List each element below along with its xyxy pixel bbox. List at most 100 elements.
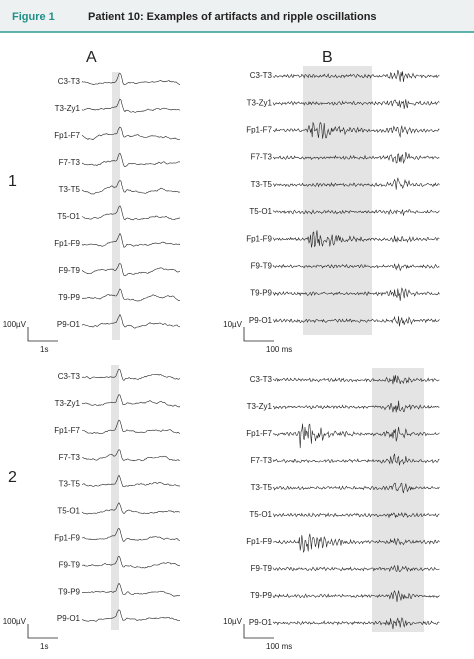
channel-label: T3-T5: [251, 180, 273, 189]
eeg-trace: [81, 527, 181, 542]
highlight-band: [112, 72, 120, 340]
channel-label: Fp1-F9: [54, 534, 80, 543]
amplitude-scale: 10µV: [223, 320, 243, 329]
channel-label: F7-T3: [59, 453, 81, 462]
highlight-band: [372, 368, 424, 632]
eeg-trace: [272, 423, 440, 449]
channel-label: T5-O1: [249, 207, 272, 216]
header-band: [0, 0, 474, 32]
eeg-trace: [272, 209, 440, 216]
channel-label: P9-O1: [57, 320, 81, 329]
eeg-trace: [81, 288, 180, 302]
eeg-trace: [272, 511, 440, 519]
figure-label: Figure 1: [12, 11, 55, 23]
channel-label: Fp1-F9: [246, 537, 272, 546]
channel-label: T9-P9: [58, 587, 80, 596]
eeg-trace: [81, 368, 181, 381]
eeg-trace: [81, 394, 181, 408]
eeg-trace: [81, 474, 181, 487]
eeg-trace: [82, 582, 181, 597]
channel-label: T9-P9: [250, 289, 272, 298]
eeg-trace: [272, 99, 440, 110]
channel-label: Fp1-F7: [54, 131, 80, 140]
eeg-trace: [82, 419, 181, 434]
time-scale: 100 ms: [266, 345, 292, 354]
eeg-trace: [81, 98, 180, 113]
channel-label: T5-O1: [249, 510, 272, 519]
channel-label: Fp1-F7: [246, 126, 272, 135]
eeg-trace: [81, 232, 181, 248]
channel-label: C3-T3: [250, 375, 273, 384]
eeg-trace: [81, 126, 181, 141]
channel-label: Fp1-F7: [246, 429, 272, 438]
eeg-trace: [272, 533, 440, 553]
channel-label: F9-T9: [251, 564, 273, 573]
channel-label: F9-T9: [59, 560, 81, 569]
channel-label: C3-T3: [58, 372, 81, 381]
channel-label: F9-T9: [59, 266, 81, 275]
highlight-band: [303, 66, 372, 335]
channel-label: C3-T3: [58, 77, 81, 86]
eeg-trace: [272, 375, 440, 385]
eeg-trace: [272, 400, 440, 413]
scale-bar: [27, 624, 58, 639]
channel-label: T3-T5: [59, 480, 81, 489]
channel-label: T9-P9: [250, 591, 272, 600]
channel-label: P9-O1: [57, 614, 81, 623]
eeg-trace: [81, 180, 181, 195]
time-scale: 100 ms: [266, 642, 292, 651]
eeg-trace: [272, 482, 440, 494]
channel-label: T3-Zy1: [55, 104, 81, 113]
scale-bar: [27, 327, 58, 342]
time-scale: 1s: [40, 642, 48, 651]
highlight-band: [111, 365, 119, 630]
channel-label: Fp1-F9: [246, 234, 272, 243]
eeg-trace: [272, 564, 440, 573]
eeg-trace: [81, 502, 181, 515]
scale-bar: [243, 327, 274, 342]
eeg-trace: [82, 449, 181, 462]
row-label: 1: [8, 173, 17, 190]
eeg-trace: [272, 230, 440, 248]
column-label: B: [322, 49, 333, 66]
eeg-trace: [272, 453, 440, 466]
eeg-trace: [272, 151, 440, 164]
channel-label: C3-T3: [250, 71, 273, 80]
channel-label: T3-T5: [59, 185, 81, 194]
eeg-trace: [81, 313, 181, 329]
time-scale: 1s: [40, 345, 48, 354]
channel-label: T5-O1: [57, 212, 80, 221]
amplitude-scale: 10µV: [223, 617, 243, 626]
eeg-trace: [81, 555, 181, 569]
eeg-trace: [81, 205, 181, 221]
eeg-trace: [272, 263, 440, 272]
amplitude-scale: 100µV: [3, 617, 27, 626]
eeg-trace: [273, 121, 440, 139]
eeg-trace: [272, 617, 440, 630]
channel-label: F9-T9: [251, 262, 273, 271]
eeg-trace: [272, 70, 440, 83]
eeg-trace: [272, 177, 440, 190]
eeg-trace: [81, 152, 181, 167]
channel-label: F7-T3: [251, 153, 273, 162]
channel-label: Fp1-F7: [54, 426, 80, 435]
row-label: 2: [8, 469, 17, 486]
channel-label: P9-O1: [249, 316, 273, 325]
scale-bar: [243, 624, 274, 639]
channel-label: F7-T3: [251, 456, 273, 465]
eeg-trace: [272, 315, 440, 327]
eeg-trace: [81, 609, 181, 622]
channel-label: Fp1-F9: [54, 239, 80, 248]
channel-label: T3-Zy1: [247, 98, 273, 107]
channel-label: T3-Zy1: [55, 399, 81, 408]
channel-label: T3-T5: [251, 483, 273, 492]
amplitude-scale: 100µV: [3, 320, 27, 329]
column-label: A: [86, 49, 97, 66]
channel-label: P9-O1: [249, 618, 273, 627]
eeg-trace: [272, 287, 440, 301]
channel-label: T5-O1: [57, 507, 80, 516]
figure-title: Patient 10: Examples of artifacts and ri…: [88, 11, 377, 23]
eeg-trace: [272, 590, 440, 603]
eeg-trace: [81, 72, 181, 86]
